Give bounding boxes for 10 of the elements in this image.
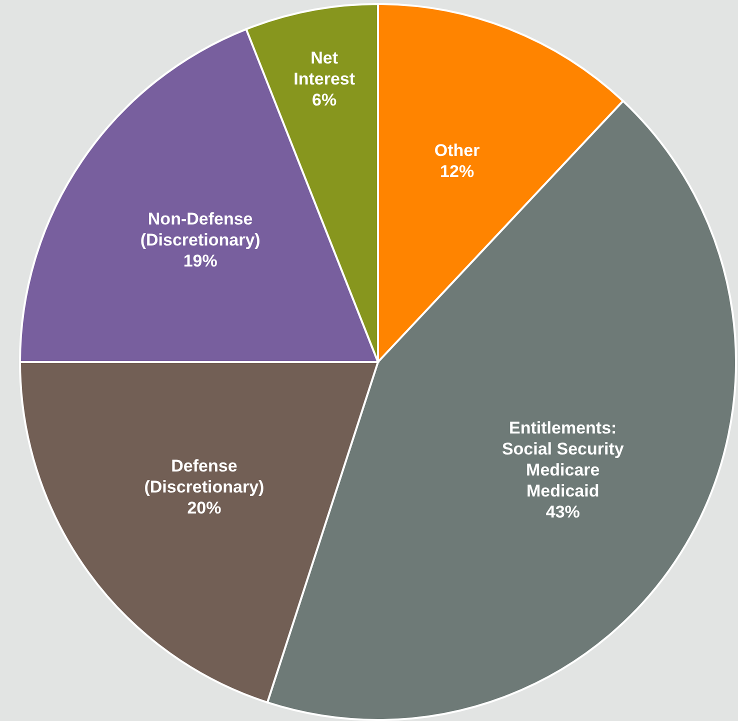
data-label: 12% bbox=[440, 162, 474, 182]
data-label: 43% bbox=[546, 502, 580, 522]
slice-label: Defense (Discretionary) bbox=[144, 456, 264, 497]
data-label: 6% bbox=[312, 91, 337, 110]
data-label: 19% bbox=[183, 252, 218, 271]
slice-label: Non-Defense (Discretionary) bbox=[140, 210, 260, 250]
slice-label: Other bbox=[434, 141, 480, 160]
data-label: 20% bbox=[187, 498, 222, 518]
slice-label: Net Interest bbox=[294, 49, 356, 90]
slice-label: Entitlements: Social Security Medicare Medicaid bbox=[502, 418, 624, 501]
